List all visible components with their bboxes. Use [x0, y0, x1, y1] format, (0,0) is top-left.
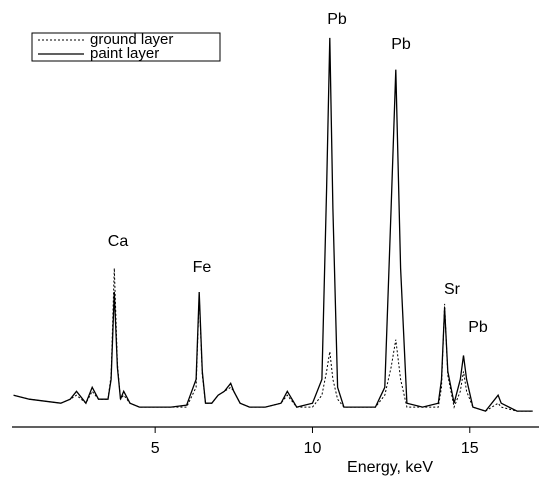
x-tick-label: 10	[304, 440, 322, 457]
peak-label: Sr	[444, 281, 461, 298]
x-axis-label: Energy, keV	[347, 459, 433, 476]
peak-label: Ca	[108, 233, 129, 250]
peak-label: Fe	[193, 259, 212, 276]
peak-label: Pb	[468, 319, 488, 336]
x-tick-label: 15	[461, 440, 479, 457]
legend-label: paint layer	[90, 45, 159, 62]
legend-label: ground layer	[90, 31, 173, 48]
legend-box	[31, 32, 221, 62]
x-tick-label: 5	[151, 440, 160, 457]
peak-label: Pb	[327, 11, 347, 28]
peak-label: Pb	[391, 36, 411, 53]
series-line	[13, 37, 533, 412]
